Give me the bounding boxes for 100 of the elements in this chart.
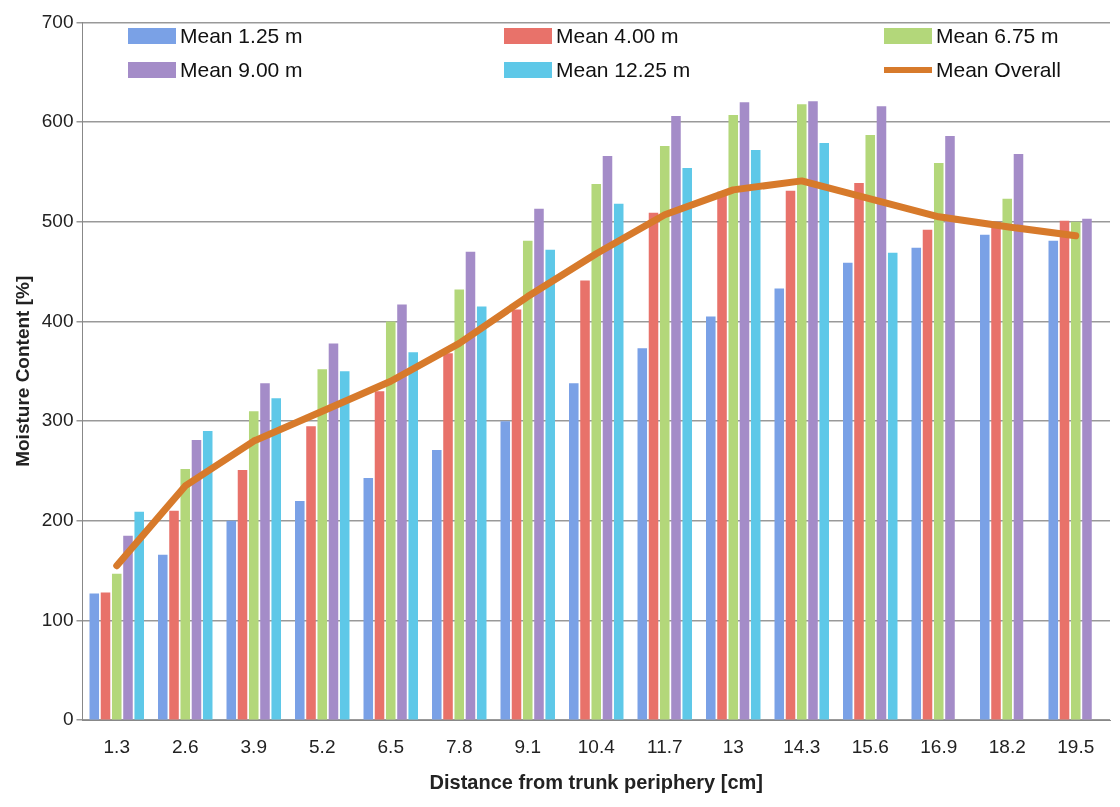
bar <box>613 203 624 720</box>
bar <box>808 101 818 720</box>
bar <box>511 309 522 720</box>
bar <box>89 593 100 720</box>
bar <box>933 162 944 720</box>
bar <box>637 348 648 720</box>
bar <box>819 143 829 720</box>
bar <box>408 352 418 720</box>
bar <box>876 106 887 720</box>
bar <box>750 150 761 720</box>
y-tick-label: 400 <box>41 309 74 331</box>
bar <box>796 104 807 720</box>
bar <box>1002 198 1013 720</box>
x-tick-label: 19.5 <box>1057 735 1095 757</box>
bar <box>123 535 133 720</box>
bar <box>980 234 990 720</box>
bar <box>1013 153 1024 720</box>
bar <box>100 592 111 720</box>
bar <box>580 280 590 720</box>
bar <box>158 554 168 720</box>
x-tick-label: 9.1 <box>514 735 541 757</box>
bar <box>271 398 281 720</box>
bar <box>295 500 305 720</box>
bar <box>922 229 933 720</box>
bar <box>545 249 555 720</box>
bar <box>202 431 213 720</box>
x-axis-title: Distance from trunk periphery [cm] <box>429 770 763 793</box>
legend-label: Mean 12.25 m <box>556 58 691 82</box>
bar <box>191 440 202 720</box>
bar <box>785 190 796 720</box>
bar <box>432 450 442 720</box>
y-tick-label: 300 <box>41 409 74 431</box>
x-tick-label: 18.2 <box>988 735 1026 757</box>
x-tick-label: 2.6 <box>172 735 199 757</box>
bar <box>843 262 853 720</box>
bar <box>671 116 681 720</box>
y-tick-label: 200 <box>41 509 74 531</box>
bar <box>728 115 739 720</box>
bar <box>534 208 544 720</box>
bar <box>306 426 316 720</box>
bar <box>865 135 876 720</box>
bar <box>465 251 476 720</box>
bar <box>476 306 487 720</box>
x-tick-label: 16.9 <box>920 735 958 757</box>
bar <box>363 477 374 720</box>
bar <box>659 146 670 720</box>
bar <box>682 167 692 720</box>
bar <box>134 511 144 720</box>
bar <box>339 371 350 720</box>
legend-label: Mean Overall <box>936 58 1061 82</box>
bar <box>648 212 659 720</box>
bar <box>591 183 602 720</box>
bar <box>774 288 785 720</box>
bar <box>385 321 396 720</box>
bar <box>226 520 237 720</box>
bar <box>706 316 716 720</box>
y-tick-label: 0 <box>62 708 74 730</box>
bar <box>1082 218 1092 720</box>
bar <box>454 289 465 720</box>
bar <box>945 136 955 720</box>
bar <box>1048 240 1059 720</box>
x-tick-label: 11.7 <box>646 735 683 757</box>
x-tick-label: 7.8 <box>446 735 473 757</box>
y-tick-label: 500 <box>41 210 74 232</box>
x-tick-label: 13 <box>722 735 744 757</box>
x-tick-label: 14.3 <box>783 735 821 757</box>
x-tick-label: 3.9 <box>240 735 267 757</box>
bar <box>569 383 579 720</box>
bar <box>111 573 122 720</box>
y-tick-label: 700 <box>41 10 74 32</box>
bar <box>237 469 248 720</box>
x-tick-label: 15.6 <box>851 735 889 757</box>
bar <box>739 102 750 720</box>
y-axis-title: Moisture Content [%] <box>11 275 33 467</box>
bar <box>169 510 179 720</box>
bar <box>260 383 270 720</box>
bar <box>854 182 864 720</box>
bar <box>180 468 191 720</box>
x-tick-label: 6.5 <box>377 735 404 757</box>
bar <box>328 343 339 720</box>
x-tick-label: 5.2 <box>309 735 336 757</box>
bar <box>911 247 922 720</box>
x-tick-label: 1.3 <box>103 735 130 757</box>
legend-label: Mean 6.75 m <box>936 24 1059 48</box>
y-tick-label: 100 <box>41 608 74 630</box>
bar <box>443 353 453 720</box>
bar <box>602 155 613 720</box>
bar <box>374 391 385 720</box>
bar <box>522 240 533 720</box>
bar <box>1059 220 1070 720</box>
bar <box>317 369 328 720</box>
bar <box>397 304 407 720</box>
x-tick-label: 10.4 <box>577 735 616 757</box>
bar <box>500 421 511 720</box>
legend-label: Mean 9.00 m <box>180 58 303 82</box>
y-tick-label: 600 <box>41 110 74 132</box>
bar <box>887 252 898 720</box>
legend-label: Mean 4.00 m <box>556 24 679 48</box>
bar <box>1070 221 1081 720</box>
legend-label: Mean 1.25 m <box>180 24 303 48</box>
